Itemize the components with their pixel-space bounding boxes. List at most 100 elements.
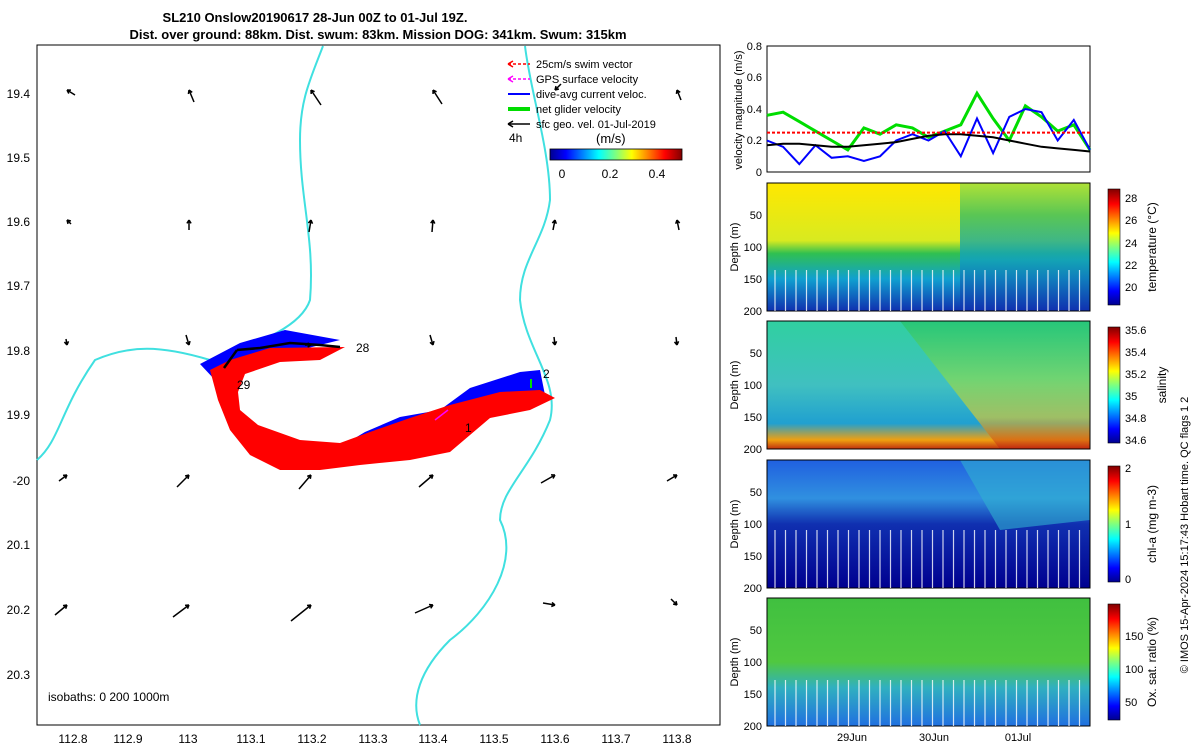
temperature-panel: 20 22 24 26 28 temperature (°C) 50 100 1… — [729, 182, 1159, 318]
chla-field-late — [960, 460, 1090, 530]
geo-velocity-arrow — [673, 336, 680, 346]
geo-velocity-arrow — [298, 474, 312, 490]
oxy-ytick-3: 200 — [744, 721, 762, 733]
geo-velocity-arrow — [172, 604, 190, 618]
temp-clabel: temperature (°C) — [1145, 202, 1159, 292]
geo-velocity-arrow — [58, 474, 68, 482]
temperature-colorbar — [1107, 188, 1121, 306]
legend-swim-label: 25cm/s swim vector — [536, 59, 633, 71]
legend-dive-label: dive-avg current veloc. — [536, 89, 647, 101]
oxygen-colorbar — [1107, 603, 1121, 721]
chla-ytick-1: 100 — [744, 519, 762, 531]
map-ytick-4: 19.8 — [7, 344, 31, 358]
vel-ytick-0: 0 — [756, 167, 762, 179]
legend-geo-label: sfc geo. vel. 01-Jul-2019 — [536, 119, 656, 131]
geo-velocity-arrow — [310, 89, 322, 106]
velocity-frame — [766, 45, 1091, 173]
geo-velocity-arrow — [187, 89, 195, 103]
vel-ytick-1: 0.2 — [747, 135, 762, 147]
chla-ctick-1: 1 — [1125, 519, 1131, 531]
map-xtick-3: 113.1 — [236, 732, 265, 746]
velocity-line-1 — [766, 107, 1091, 166]
map-xtick-4: 113.2 — [297, 732, 326, 746]
title-line1: SL210 Onslow20190617 28-Jun 00Z to 01-Ju… — [163, 10, 468, 25]
map-xtick-9: 113.7 — [601, 732, 630, 746]
day-label-29: 29 — [237, 378, 251, 392]
legend-gps-head — [507, 75, 514, 83]
oxy-ytick-2: 150 — [744, 689, 762, 701]
legend-swim-head — [507, 60, 514, 68]
oxy-ctick-2: 150 — [1125, 631, 1143, 643]
map-ytick-6: -20 — [13, 474, 31, 488]
map-ytick-1: 19.5 — [7, 151, 31, 165]
oxy-ytick-0: 50 — [750, 625, 762, 637]
chla-colorbar — [1107, 465, 1121, 583]
velocity-series — [766, 90, 1092, 166]
chla-ctick-2: 2 — [1125, 463, 1131, 475]
time-tick-1: 30Jun — [919, 732, 949, 744]
geostrophic-arrows — [54, 83, 682, 622]
velocity-panel: 0 0.2 0.4 0.6 0.8 velocity magnitude (m/… — [733, 41, 1092, 179]
map-xtick-6: 113.4 — [418, 732, 447, 746]
chla-frame — [766, 459, 1091, 589]
temperature-field-late — [960, 183, 1090, 311]
geo-velocity-arrow — [540, 474, 556, 484]
map-xtick-0: 112.8 — [58, 732, 87, 746]
temp-ctick-0: 20 — [1125, 282, 1137, 294]
colorbar-tick-1: 0.2 — [602, 167, 619, 181]
geo-velocity-arrow — [414, 603, 434, 614]
swim-vector-band — [210, 347, 555, 470]
chla-panel: 0 1 2 chl-a (mg m-3) 50 100 150 200 Dept… — [729, 459, 1159, 595]
salinity-panel: 34.6 34.8 35 35.2 35.4 35.6 salinity 50 … — [729, 320, 1169, 456]
geo-velocity-arrow — [290, 604, 312, 622]
geo-velocity-arrow — [670, 598, 678, 606]
sal-ctick-1: 34.8 — [1125, 413, 1146, 425]
map-frame — [36, 44, 721, 726]
chla-ytick-2: 150 — [744, 551, 762, 563]
oxy-clabel: Ox. sat. ratio (%) — [1145, 617, 1159, 707]
oxygen-profile-stripes — [774, 680, 1081, 726]
salinity-frame — [766, 320, 1091, 450]
vel-ytick-3: 0.6 — [747, 72, 762, 84]
oxygen-field — [766, 597, 1091, 727]
oxy-ctick-1: 100 — [1125, 664, 1143, 676]
glider-track — [236, 341, 341, 352]
map-panel: 28 29 1 2 25cm/s swim vector GPS surface… — [7, 44, 721, 746]
geo-velocity-arrow — [63, 338, 70, 346]
geo-velocity-arrow — [430, 219, 436, 233]
chla-ylabel: Depth (m) — [729, 500, 741, 549]
oxy-ytick-1: 100 — [744, 657, 762, 669]
geo-velocity-arrow — [542, 601, 556, 608]
chla-ytick-0: 50 — [750, 487, 762, 499]
footer-credit: © IMOS 15-Apr-2024 15:17:43 Hobart time.… — [1179, 397, 1191, 674]
sal-ctick-5: 35.6 — [1125, 325, 1146, 337]
oxy-ctick-0: 50 — [1125, 697, 1137, 709]
title-line2: Dist. over ground: 88km. Dist. swum: 83k… — [129, 27, 626, 42]
temp-ytick-3: 200 — [744, 306, 762, 318]
geo-velocity-arrow — [54, 604, 68, 616]
sal-ytick-0: 50 — [750, 348, 762, 360]
legend-net-label: net glider velocity — [536, 104, 621, 116]
velocity-line-2 — [766, 133, 1091, 153]
oxygen-panel: 50 100 150 Ox. sat. ratio (%) 50 100 150… — [729, 597, 1159, 733]
chla-profile-stripes — [774, 530, 1081, 588]
geo-velocity-arrow — [675, 89, 682, 101]
day-label-1: 1 — [465, 421, 472, 435]
geo-velocity-arrow — [666, 474, 678, 482]
geo-velocity-arrow — [185, 334, 191, 346]
geo-velocity-arrow — [551, 219, 558, 231]
map-xtick-10: 113.8 — [662, 732, 691, 746]
geo-velocity-arrow — [305, 342, 312, 348]
temp-ytick-2: 150 — [744, 274, 762, 286]
geo-velocity-arrow — [554, 83, 562, 91]
day-label-28: 28 — [356, 341, 370, 355]
map-ytick-8: 20.2 — [7, 603, 31, 617]
map-xtick-1: 112.9 — [113, 732, 142, 746]
day-label-2: 2 — [543, 367, 550, 381]
isobath-1000m — [415, 45, 553, 726]
salinity-colorbar — [1107, 326, 1121, 444]
temp-ctick-4: 28 — [1125, 193, 1137, 205]
sal-ctick-2: 35 — [1125, 391, 1137, 403]
geo-velocity-arrow — [66, 219, 72, 225]
